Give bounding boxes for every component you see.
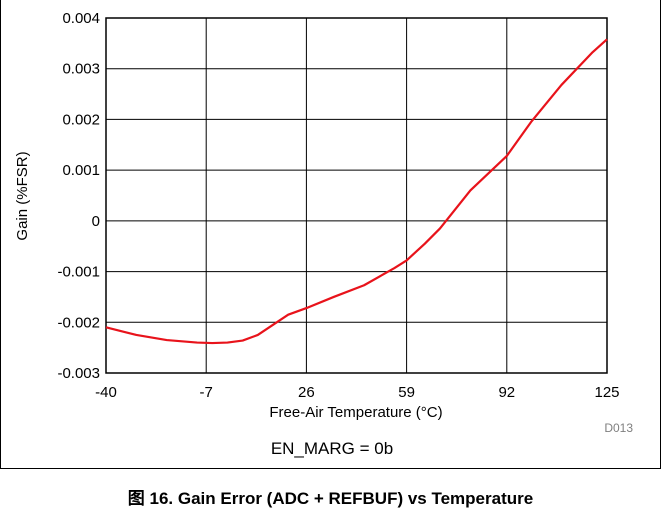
figure-caption: 图 16. Gain Error (ADC + REFBUF) vs Tempe… (127, 489, 534, 508)
plot-area-border (105, 17, 608, 374)
series-line-gain (105, 38, 608, 345)
x-tick-labels: -40 -7 26 59 92 125 (95, 384, 619, 401)
x-tick-label: 59 (398, 384, 415, 401)
figure-code: D013 (604, 421, 633, 435)
y-tick-label: -0.002 (57, 314, 100, 331)
x-tick-label: -7 (200, 384, 213, 401)
y-tick-label: 0.002 (62, 111, 100, 128)
x-axis-title: Free-Air Temperature (°C) (269, 404, 442, 421)
y-tick-label: 0.003 (62, 61, 100, 78)
chart-frame: 0.004 0.003 0.002 0.001 0 -0.001 -0.002 -0.003 … (0, 0, 661, 469)
y-tick-labels: 0.004 0.003 0.002 0.001 0 -0.001 -0.002 -0.003 (57, 10, 100, 382)
condition-label: EN_MARG = 0b (271, 439, 393, 458)
x-tick-label: 26 (298, 384, 315, 401)
y-tick-label: 0.004 (62, 10, 100, 27)
x-tick-label: 92 (498, 384, 515, 401)
x-tick-label: 125 (594, 384, 619, 401)
y-tick-label: 0 (92, 213, 100, 230)
y-tick-label: 0.001 (62, 162, 100, 179)
y-tick-label: -0.003 (57, 365, 100, 382)
grid-lines (105, 17, 608, 374)
y-axis-title: Gain (%FSR) (14, 151, 31, 240)
x-tick-label: -40 (95, 384, 117, 401)
gain-error-chart: 0.0040.0030.0020.0010-0.001-0.002-0.003 … (14, 10, 633, 458)
y-tick-label: -0.001 (57, 264, 100, 281)
